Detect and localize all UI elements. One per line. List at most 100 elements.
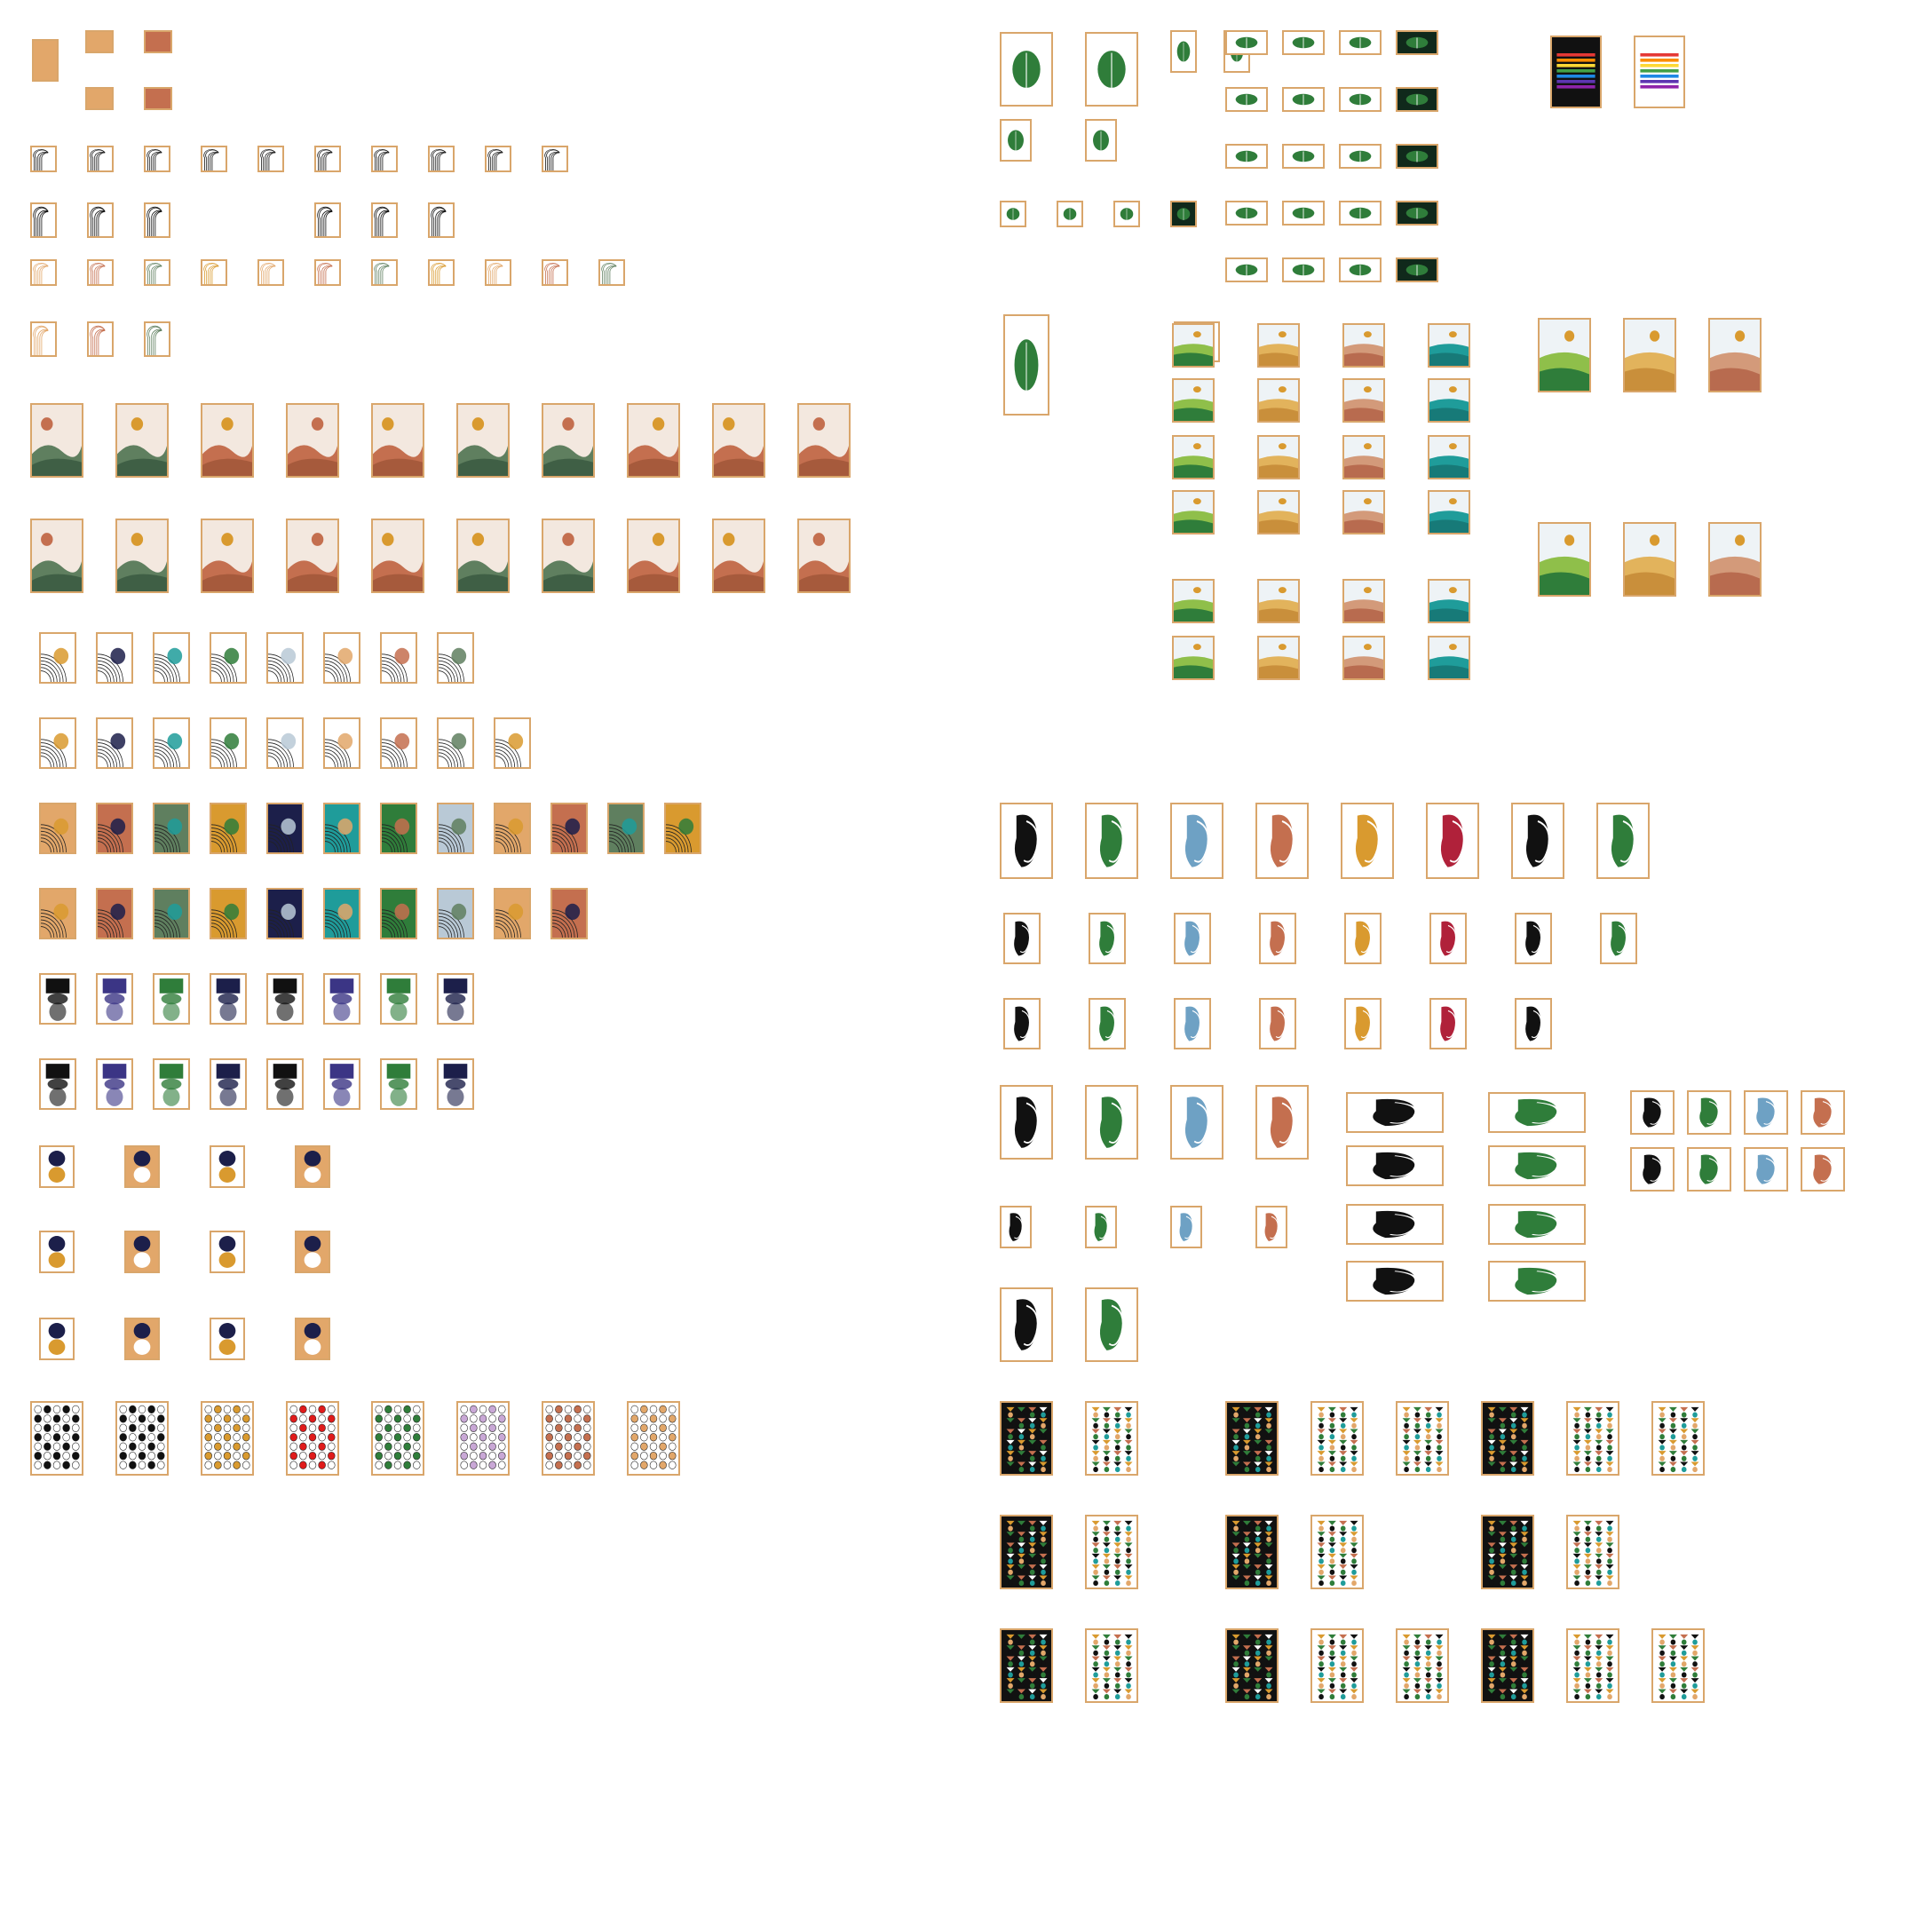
face-line-art-thumbnail[interactable] — [1174, 913, 1211, 964]
rainbow-arcs-color-thumbnail[interactable] — [323, 888, 360, 939]
face-line-art-thumbnail[interactable] — [1346, 1145, 1444, 1186]
line-art-bw-thumbnail[interactable] — [428, 146, 455, 172]
line-art-color-thumbnail[interactable] — [542, 259, 568, 286]
rainbow-arcs-thumbnail[interactable] — [210, 717, 247, 769]
horizon-landscape-thumbnail[interactable] — [1428, 378, 1470, 423]
rainbow-arcs-thumbnail[interactable] — [210, 632, 247, 684]
rainbow-arcs-thumbnail[interactable] — [323, 632, 360, 684]
geometric-grid-thumbnail[interactable] — [1310, 1401, 1364, 1476]
horizon-landscape-thumbnail[interactable] — [1708, 522, 1762, 597]
rainbow-arcs-thumbnail[interactable] — [380, 717, 417, 769]
rainbow-arcs-color-thumbnail[interactable] — [323, 803, 360, 854]
line-art-color-thumbnail[interactable] — [257, 259, 284, 286]
face-line-art-thumbnail[interactable] — [1344, 998, 1382, 1049]
horizon-landscape-thumbnail[interactable] — [1342, 490, 1385, 534]
boho-landscape-thumbnail[interactable] — [627, 519, 680, 593]
horizon-landscape-thumbnail[interactable] — [1538, 522, 1591, 597]
face-line-art-thumbnail[interactable] — [1085, 1206, 1117, 1248]
face-line-art-thumbnail[interactable] — [1429, 998, 1467, 1049]
face-line-art-thumbnail[interactable] — [1488, 1204, 1586, 1245]
face-line-art-thumbnail[interactable] — [1801, 1147, 1845, 1192]
botanical-thumbnail[interactable] — [1113, 201, 1140, 227]
face-line-art-thumbnail[interactable] — [1801, 1090, 1845, 1135]
gradient-shapes-thumbnail[interactable] — [437, 1058, 474, 1110]
boho-landscape-thumbnail[interactable] — [115, 519, 169, 593]
face-line-art-thumbnail[interactable] — [1346, 1092, 1444, 1133]
rainbow-arcs-thumbnail[interactable] — [437, 717, 474, 769]
rainbow-arcs-thumbnail[interactable] — [39, 717, 76, 769]
gradient-shapes-thumbnail[interactable] — [39, 973, 76, 1025]
rainbow-arcs-color-thumbnail[interactable] — [266, 888, 304, 939]
horizon-landscape-thumbnail[interactable] — [1257, 579, 1300, 623]
rainbow-arcs-color-thumbnail[interactable] — [39, 888, 76, 939]
ball-shapes-thumbnail[interactable] — [39, 1231, 75, 1273]
horizon-landscape-thumbnail[interactable] — [1342, 323, 1385, 368]
face-line-art-thumbnail[interactable] — [1170, 1206, 1202, 1248]
botanical-thumbnail[interactable] — [1000, 201, 1026, 227]
rainbow-arcs-color-thumbnail[interactable] — [380, 803, 417, 854]
boho-landscape-thumbnail[interactable] — [30, 519, 83, 593]
boho-landscape-thumbnail[interactable] — [712, 403, 765, 478]
line-art-bw-thumbnail[interactable] — [485, 146, 511, 172]
line-art-color-thumbnail[interactable] — [314, 259, 341, 286]
botanical-thumbnail[interactable] — [1282, 201, 1325, 226]
rainbow-arcs-color-thumbnail[interactable] — [380, 888, 417, 939]
face-line-art-thumbnail[interactable] — [1488, 1092, 1586, 1133]
horizon-landscape-thumbnail[interactable] — [1257, 435, 1300, 479]
face-line-art-thumbnail[interactable] — [1255, 803, 1309, 879]
face-line-art-thumbnail[interactable] — [1744, 1147, 1788, 1192]
botanical-thumbnail[interactable] — [1339, 87, 1382, 112]
face-line-art-thumbnail[interactable] — [1687, 1147, 1731, 1192]
face-line-art-thumbnail[interactable] — [1426, 803, 1479, 879]
botanical-thumbnail[interactable] — [1225, 257, 1268, 282]
geometric-grid-thumbnail[interactable] — [1225, 1401, 1279, 1476]
face-line-art-thumbnail[interactable] — [1600, 913, 1637, 964]
geometric-grid-thumbnail[interactable] — [1566, 1515, 1619, 1589]
geometric-grid-thumbnail[interactable] — [1481, 1515, 1534, 1589]
face-line-art-thumbnail[interactable] — [1511, 803, 1564, 879]
botanical-thumbnail[interactable] — [1339, 30, 1382, 55]
rainbow-arcs-thumbnail[interactable] — [39, 632, 76, 684]
face-line-art-thumbnail[interactable] — [1000, 1287, 1053, 1362]
dot-patterns-thumbnail[interactable] — [542, 1401, 595, 1476]
geometric-grid-thumbnail[interactable] — [1225, 1515, 1279, 1589]
face-line-art-thumbnail[interactable] — [1687, 1090, 1731, 1135]
geometric-grid-thumbnail[interactable] — [1085, 1515, 1138, 1589]
boho-landscape-thumbnail[interactable] — [201, 403, 254, 478]
face-line-art-thumbnail[interactable] — [1630, 1090, 1675, 1135]
ball-shapes-thumbnail[interactable] — [39, 1145, 75, 1188]
boho-landscape-thumbnail[interactable] — [542, 519, 595, 593]
face-line-art-thumbnail[interactable] — [1085, 1287, 1138, 1362]
horizon-landscape-thumbnail[interactable] — [1342, 636, 1385, 680]
geometric-grid-thumbnail[interactable] — [1310, 1515, 1364, 1589]
horizon-landscape-thumbnail[interactable] — [1257, 323, 1300, 368]
rainbow-arcs-thumbnail[interactable] — [437, 632, 474, 684]
horizon-landscape-thumbnail[interactable] — [1342, 435, 1385, 479]
rainbow-arcs-color-thumbnail[interactable] — [437, 803, 474, 854]
horizon-landscape-thumbnail[interactable] — [1172, 378, 1215, 423]
face-line-art-thumbnail[interactable] — [1346, 1261, 1444, 1302]
line-art-color-thumbnail[interactable] — [201, 259, 227, 286]
rainbow-arcs-color-thumbnail[interactable] — [210, 803, 247, 854]
dot-patterns-thumbnail[interactable] — [371, 1401, 424, 1476]
ball-shapes-thumbnail[interactable] — [39, 1318, 75, 1360]
horizon-landscape-thumbnail[interactable] — [1172, 579, 1215, 623]
line-art-bw-thumbnail[interactable] — [87, 146, 114, 172]
rainbow-arcs-color-thumbnail[interactable] — [153, 803, 190, 854]
face-line-art-thumbnail[interactable] — [1255, 1206, 1287, 1248]
boho-landscape-thumbnail[interactable] — [712, 519, 765, 593]
rainbow-arcs-color-thumbnail[interactable] — [607, 803, 645, 854]
ball-shapes-thumbnail[interactable] — [295, 1145, 330, 1188]
line-art-bw-thumbnail[interactable] — [371, 146, 398, 172]
face-line-art-thumbnail[interactable] — [1488, 1261, 1586, 1302]
boho-landscape-thumbnail[interactable] — [286, 403, 339, 478]
line-art-bw-thumbnail[interactable] — [201, 146, 227, 172]
botanical-thumbnail[interactable] — [1057, 201, 1083, 227]
botanical-thumbnail[interactable] — [1000, 32, 1053, 107]
gradient-shapes-thumbnail[interactable] — [96, 973, 133, 1025]
horizon-landscape-thumbnail[interactable] — [1257, 490, 1300, 534]
rainbow-stripes-thumbnail[interactable] — [1550, 36, 1602, 108]
line-art-color-thumbnail[interactable] — [144, 321, 170, 357]
horizon-landscape-thumbnail[interactable] — [1257, 378, 1300, 423]
face-line-art-thumbnail[interactable] — [1085, 1085, 1138, 1160]
